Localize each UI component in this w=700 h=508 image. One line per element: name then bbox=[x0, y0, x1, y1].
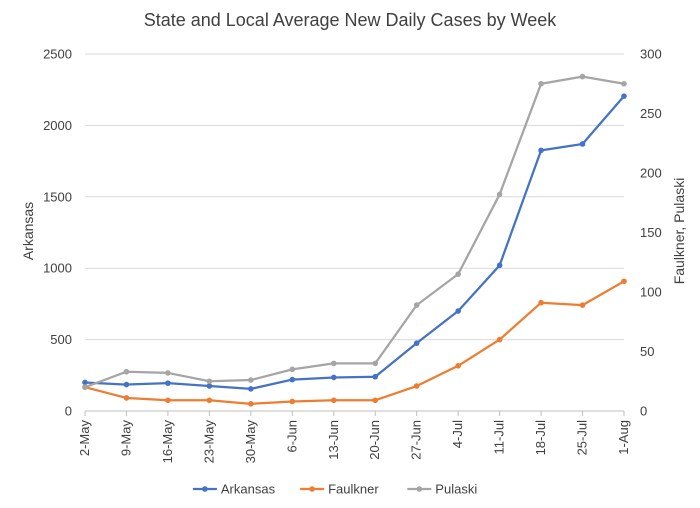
data-point-faulkner bbox=[579, 302, 586, 308]
x-tick-label: 18-Jul bbox=[533, 420, 548, 456]
x-tick-label: 16-May bbox=[160, 420, 175, 464]
y-left-tick-label: 2000 bbox=[43, 118, 72, 133]
y-right-tick-label: 200 bbox=[640, 166, 662, 181]
data-point-arkansas bbox=[82, 379, 88, 386]
y-right-tick-label: 300 bbox=[640, 47, 662, 62]
data-point-faulkner bbox=[496, 336, 503, 343]
x-tick-label: 1-Aug bbox=[616, 420, 631, 455]
legend-label: Arkansas bbox=[221, 482, 276, 497]
legend-label: Pulaski bbox=[435, 482, 477, 497]
data-point-pulaski bbox=[206, 378, 213, 385]
x-tick-label: 27-Jun bbox=[409, 420, 424, 460]
data-point-arkansas bbox=[206, 383, 213, 389]
data-point-faulkner bbox=[248, 401, 254, 407]
gridlines bbox=[85, 53, 624, 341]
x-axis: 2-May 9-May 16-May 23-May 30-May 6-Jun 13-Jun 2… bbox=[77, 410, 631, 464]
y-left-tick-label: 500 bbox=[50, 332, 72, 347]
x-tick-label: 2-May bbox=[77, 420, 92, 457]
x-tick-label: 6-Jun bbox=[284, 420, 299, 453]
data-point-pulaski bbox=[538, 80, 544, 87]
data-point-faulkner bbox=[206, 397, 213, 404]
data-point-arkansas bbox=[289, 376, 296, 383]
data-point-pulaski bbox=[496, 191, 503, 198]
y-right-tick-label: 100 bbox=[640, 285, 662, 300]
y-left-tick-label: 1000 bbox=[43, 261, 72, 276]
series-group bbox=[82, 73, 627, 407]
x-tick-label: 20-Jun bbox=[367, 420, 382, 460]
data-point-faulkner bbox=[330, 397, 337, 404]
x-tick-label: 30-May bbox=[243, 420, 258, 464]
data-point-pulaski bbox=[579, 73, 586, 80]
data-point-pulaski bbox=[330, 360, 337, 367]
data-point-pulaski bbox=[372, 360, 379, 367]
data-point-faulkner bbox=[621, 278, 627, 285]
y-right-tick-label: 250 bbox=[640, 106, 662, 121]
legend-swatch-marker bbox=[202, 486, 208, 492]
data-point-pulaski bbox=[621, 80, 627, 87]
data-point-faulkner bbox=[455, 362, 461, 369]
legend-item-arkansas: Arkansas bbox=[192, 482, 276, 497]
x-tick-label: 4-Jul bbox=[450, 420, 465, 448]
data-point-arkansas bbox=[455, 308, 461, 314]
legend-swatch-marker bbox=[416, 486, 423, 492]
y-right-tick-label: 50 bbox=[640, 344, 654, 359]
chart-title: State and Local Average New Daily Cases … bbox=[144, 10, 558, 30]
data-point-pulaski bbox=[123, 368, 130, 375]
y-axis-left-title: Arkansas bbox=[20, 202, 36, 260]
y-left-tick-label: 0 bbox=[65, 404, 72, 419]
y-axis-left: 0 500 1000 1500 2000 2500 bbox=[43, 47, 72, 419]
data-point-arkansas bbox=[538, 147, 544, 154]
data-point-faulkner bbox=[289, 398, 296, 405]
data-point-arkansas bbox=[621, 93, 627, 99]
data-point-faulkner bbox=[165, 397, 171, 404]
series-line-pulaski bbox=[84, 75, 625, 389]
data-point-arkansas bbox=[248, 386, 254, 392]
x-tick-label: 13-Jun bbox=[326, 420, 341, 460]
legend-item-faulkner: Faulkner bbox=[300, 482, 379, 497]
data-point-pulaski bbox=[165, 370, 171, 376]
data-point-faulkner bbox=[413, 383, 420, 389]
data-point-pulaski bbox=[413, 302, 420, 308]
data-point-arkansas bbox=[579, 141, 586, 147]
data-point-pulaski bbox=[455, 271, 461, 277]
series-pulaski bbox=[82, 73, 627, 391]
data-point-arkansas bbox=[165, 380, 171, 386]
data-point-arkansas bbox=[496, 262, 503, 269]
data-point-arkansas bbox=[413, 340, 420, 346]
data-point-pulaski bbox=[82, 384, 88, 391]
data-point-pulaski bbox=[248, 377, 254, 383]
data-point-pulaski bbox=[289, 366, 296, 373]
series-arkansas bbox=[82, 93, 627, 392]
y-axis-right-title: Faulkner, Pulaski bbox=[671, 178, 687, 285]
y-axis-right: 0 50 100 150 200 250 300 bbox=[640, 47, 662, 419]
y-right-tick-label: 150 bbox=[640, 225, 662, 240]
y-right-tick-label: 0 bbox=[640, 404, 647, 419]
data-point-faulkner bbox=[538, 299, 544, 306]
series-faulkner bbox=[82, 278, 627, 407]
legend-swatch-marker bbox=[309, 486, 315, 492]
x-tick-label: 9-May bbox=[118, 420, 133, 457]
series-line-arkansas bbox=[84, 95, 625, 390]
x-tick-label: 25-Jul bbox=[575, 420, 590, 456]
y-left-tick-label: 2500 bbox=[43, 47, 72, 62]
series-line-faulkner bbox=[84, 280, 625, 405]
y-left-tick-label: 1500 bbox=[43, 189, 72, 204]
legend: Arkansas Faulkner Pulaski bbox=[192, 482, 477, 497]
data-point-faulkner bbox=[123, 395, 130, 401]
data-point-arkansas bbox=[372, 373, 379, 380]
data-point-arkansas bbox=[330, 374, 337, 381]
x-tick-label: 23-May bbox=[201, 420, 216, 464]
data-point-arkansas bbox=[123, 381, 130, 388]
legend-label: Faulkner bbox=[328, 482, 379, 497]
x-tick-label: 11-Jul bbox=[492, 420, 507, 455]
legend-item-pulaski: Pulaski bbox=[407, 482, 477, 497]
data-point-faulkner bbox=[372, 397, 379, 404]
